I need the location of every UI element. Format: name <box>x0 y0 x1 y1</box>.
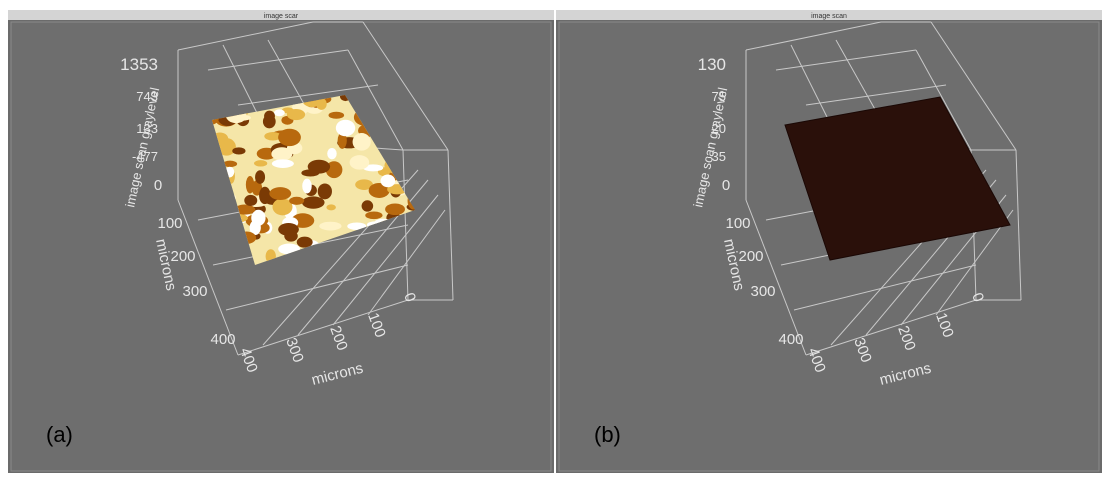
z-tick-label: 1353 <box>120 55 158 74</box>
surface-blob <box>271 159 294 168</box>
surface-blob <box>319 221 342 231</box>
surface-blob <box>296 236 313 248</box>
surface-blob <box>361 200 374 212</box>
surface-blob <box>251 209 266 226</box>
y-tick-label: 300 <box>750 283 775 300</box>
z-tick-label: 133 <box>136 121 158 136</box>
frame-line <box>745 199 807 356</box>
surface-blob <box>385 203 405 216</box>
surface-blob <box>286 108 306 121</box>
title-bar <box>556 10 1102 20</box>
window-title: image scan <box>811 13 847 20</box>
z-tick-label: 130 <box>698 55 726 74</box>
surface-blob <box>301 169 320 177</box>
surface-blob <box>232 114 251 121</box>
surface-blob <box>273 109 285 117</box>
frame-line <box>1015 149 1022 301</box>
frame-line <box>177 199 239 356</box>
surface-blob <box>362 164 384 172</box>
y-tick-label: 400 <box>778 331 803 348</box>
surface-blob <box>368 182 390 198</box>
y-tick-label: 0 <box>154 177 162 194</box>
frame-line <box>402 149 409 301</box>
surface-blob <box>251 180 263 196</box>
y-tick-label: 100 <box>157 215 182 232</box>
frame-line <box>207 49 349 71</box>
frame-line <box>793 264 977 311</box>
frame-line <box>930 21 1017 151</box>
surface-blob <box>301 196 325 209</box>
y-tick-label: 300 <box>182 283 207 300</box>
frame-line <box>835 39 882 121</box>
surface-blob <box>347 222 367 231</box>
surface-blob <box>349 155 370 170</box>
z-tick-label: -477 <box>132 149 158 164</box>
surface-blob <box>222 160 238 168</box>
surface-blob <box>253 160 268 167</box>
frame-line <box>347 49 404 151</box>
z-tick-label: 743 <box>136 89 158 104</box>
surface-blob <box>244 194 258 207</box>
surface-blob <box>365 211 383 220</box>
frame-line <box>805 84 947 106</box>
frame-line <box>225 264 409 311</box>
y-tick-label: 200 <box>170 248 195 265</box>
surface-blob <box>302 178 312 194</box>
surface-blob <box>272 198 293 216</box>
surface-blob <box>352 133 371 151</box>
surface-blob <box>355 179 373 190</box>
panel-label: (b) <box>594 422 621 447</box>
frame-line <box>237 299 409 356</box>
surface-blob <box>269 187 292 200</box>
surface-blob <box>337 132 347 149</box>
surface-blob <box>326 204 336 211</box>
surface-blob <box>328 111 345 119</box>
frame-line <box>362 21 449 151</box>
surface-blob <box>289 196 305 205</box>
frame-line <box>237 84 379 106</box>
frame-line <box>935 209 1014 316</box>
frame-line <box>915 49 972 151</box>
frame-line <box>177 21 314 51</box>
surface-blob <box>255 170 266 184</box>
title-bar <box>8 10 554 20</box>
z-tick-label: -35 <box>707 149 726 164</box>
z-tick-label: 20 <box>712 121 726 136</box>
panel-label: (a) <box>46 422 73 447</box>
surface-blob <box>232 147 246 155</box>
surface-blob <box>317 183 332 200</box>
frame-line <box>745 21 882 51</box>
surface-blob <box>271 147 293 161</box>
frame-line <box>805 299 977 356</box>
surface-blob <box>335 119 356 137</box>
frame-line <box>367 209 446 316</box>
frame-line <box>332 194 439 326</box>
y-tick-label: 200 <box>738 248 763 265</box>
frame-line <box>775 49 917 71</box>
surface-blob <box>234 204 256 215</box>
y-tick-label: 400 <box>210 331 235 348</box>
surface-blob <box>327 147 337 160</box>
surface-blob <box>380 174 396 188</box>
y-tick-label: 100 <box>725 215 750 232</box>
frame-line <box>447 149 454 301</box>
window-title: image scar <box>264 13 299 20</box>
surface-blob <box>245 175 255 194</box>
surface-blob <box>278 222 299 236</box>
y-tick-label: 0 <box>722 177 730 194</box>
z-tick-label: 75 <box>712 89 726 104</box>
surface <box>784 96 1011 261</box>
surface-blob <box>262 114 276 129</box>
surface-blob <box>259 186 271 205</box>
surface-blob <box>264 131 282 141</box>
surface-blob <box>278 128 301 147</box>
